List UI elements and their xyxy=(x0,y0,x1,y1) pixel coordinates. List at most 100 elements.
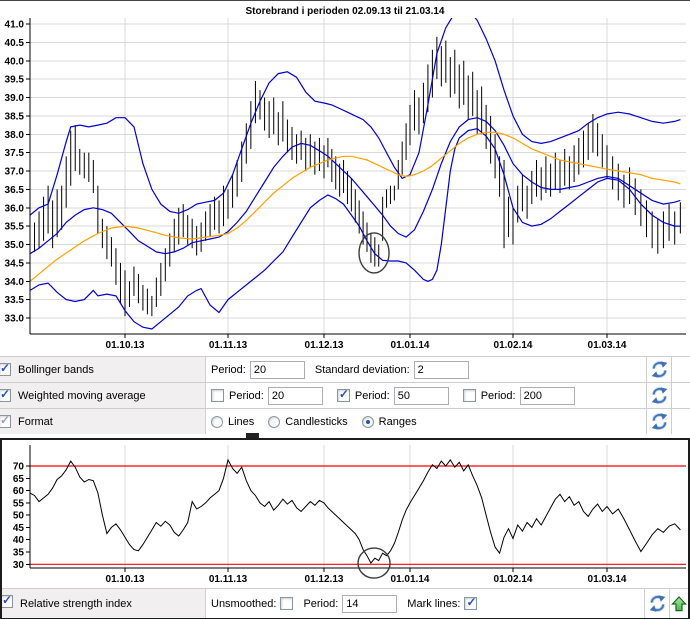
format-ranges-radio[interactable] xyxy=(361,415,374,428)
splitter-grip[interactable] xyxy=(246,433,259,438)
rsi-chart-x-tick-label: 01.10.13 xyxy=(106,574,145,585)
wma-row: Weighted moving average Period: Period: … xyxy=(0,382,690,408)
price-chart-y-tick-label: 36.0 xyxy=(5,203,25,214)
wma-period-50-checkbox[interactable] xyxy=(336,388,350,402)
price-chart-gridlines xyxy=(30,18,686,334)
format-refresh-cell xyxy=(646,409,671,434)
rsi-chart-y-tick-label: 55 xyxy=(13,498,25,509)
format-lines-radio[interactable] xyxy=(211,415,223,428)
rsi-arrow-cell xyxy=(669,589,688,618)
bollinger-controls-cell: Period: Standard deviation: xyxy=(205,357,646,382)
bollinger-period-input[interactable] xyxy=(249,360,305,379)
price-chart-x-tick-label: 01.02.14 xyxy=(494,340,533,351)
price-chart-y-tick-label: 40.0 xyxy=(5,56,25,67)
refresh-icon[interactable] xyxy=(650,387,668,405)
price-chart-x-tick-label: 01.11.13 xyxy=(209,340,248,351)
format-checkbox[interactable] xyxy=(0,414,11,428)
bollinger-period-label: Period: xyxy=(211,363,246,376)
wma-period-200-label: Period: xyxy=(480,389,516,402)
rsi-period-label: Period: xyxy=(303,597,339,610)
rsi-chart-line xyxy=(30,458,681,565)
price-range-bars xyxy=(30,36,681,317)
up-arrow-icon[interactable] xyxy=(670,595,688,613)
bollinger-label-cell: Bollinger bands xyxy=(0,357,205,382)
wma-period-20-checkbox[interactable] xyxy=(211,389,224,402)
bollinger-stddev-input[interactable] xyxy=(413,360,469,379)
price-chart-x-tick-label: 01.01.14 xyxy=(391,340,430,351)
price-chart-y-tick-label: 36.5 xyxy=(5,185,25,196)
format-label: Format xyxy=(18,415,53,428)
bollinger-stddev-label: Standard deviation: xyxy=(314,363,410,376)
price-chart-y-tick-label: 40.5 xyxy=(5,38,25,49)
rsi-period-input[interactable] xyxy=(342,594,398,613)
format-candlesticks-radio[interactable] xyxy=(268,415,281,428)
price-chart-y-tick-label: 34.5 xyxy=(5,258,25,269)
price-chart-y-tick-label: 35.5 xyxy=(5,222,25,233)
rsi-chart-y-tick-label: 35 xyxy=(13,548,25,559)
rsi-chart-y-tick-label: 45 xyxy=(13,523,25,534)
wma-period-200-input[interactable] xyxy=(519,386,575,405)
refresh-icon[interactable] xyxy=(650,361,668,379)
refresh-icon[interactable] xyxy=(650,413,668,431)
format-row: Format Lines Candlesticks Ranges xyxy=(0,408,690,434)
price-chart-y-tick-label: 33.0 xyxy=(5,314,25,325)
price-chart-y-tick-label: 37.0 xyxy=(5,167,25,178)
price-chart-x-tick-label: 01.12.13 xyxy=(305,340,344,351)
rsi-label: Relative strength index xyxy=(20,597,132,610)
wma-period-20-label: Period: xyxy=(229,389,264,402)
bollinger-middle-line xyxy=(30,117,681,255)
rsi-chart-x-tick-label: 01.11.13 xyxy=(209,574,248,585)
rsi-label-cell: Relative strength index xyxy=(2,589,205,618)
rsi-chart-y-tick-label: 65 xyxy=(13,474,25,485)
wma-label: Weighted moving average xyxy=(18,389,146,402)
rsi-chart-y-tick-label: 30 xyxy=(13,560,25,571)
wma-period-200-checkbox[interactable] xyxy=(462,389,476,402)
bollinger-row: Bollinger bands Period: Standard deviati… xyxy=(0,356,690,382)
bollinger-checkbox[interactable] xyxy=(0,362,11,376)
price-chart-y-tick-label: 37.5 xyxy=(5,148,25,159)
format-lines-label: Lines xyxy=(228,415,255,428)
format-controls-cell: Lines Candlesticks Ranges xyxy=(205,409,646,434)
rsi-mark-lines-label: Mark lines: xyxy=(407,597,461,610)
refresh-icon[interactable] xyxy=(648,595,666,613)
wma-period-50-label: Period: xyxy=(354,389,390,402)
rsi-chart-y-tick-label: 50 xyxy=(13,511,25,522)
price-chart-y-tick-label: 41.0 xyxy=(5,20,25,31)
format-lines-group: Lines xyxy=(211,415,255,428)
rsi-chart-y-tick-label: 40 xyxy=(13,535,25,546)
rsi-chart-annotation-circle xyxy=(357,547,391,579)
price-chart-y-tick-label: 33.5 xyxy=(5,295,25,306)
rsi-chart-y-tick-label: 60 xyxy=(13,486,25,497)
wma-checkbox[interactable] xyxy=(0,388,11,402)
rsi-controls-cell: Unsmoothed: Period: Mark lines: xyxy=(205,589,644,618)
price-chart-title: Storebrand i perioden 02.09.13 til 21.03… xyxy=(245,6,445,17)
bollinger-upper-line xyxy=(30,18,681,216)
rsi-chart-x-tick-label: 01.12.13 xyxy=(305,574,344,585)
format-candlesticks-group: Candlesticks xyxy=(268,415,348,428)
wma-50-line xyxy=(30,131,681,282)
wma-extra-cell xyxy=(671,383,690,408)
wma-period-50-group: Period: xyxy=(336,386,449,405)
wma-period-200-group: Period: xyxy=(462,386,575,405)
rsi-unsmoothed-checkbox[interactable] xyxy=(280,597,294,610)
price-chart-y-tick-label: 39.0 xyxy=(5,93,25,104)
bollinger-lower-line xyxy=(30,128,681,330)
bollinger-label: Bollinger bands xyxy=(18,363,94,376)
price-chart-x-tick-label: 01.10.13 xyxy=(106,340,145,351)
wma-period-50-input[interactable] xyxy=(393,386,449,405)
rsi-unsmoothed-label: Unsmoothed: xyxy=(211,597,277,610)
wma-period-20-input[interactable] xyxy=(267,386,323,405)
price-chart-y-tick-label: 38.5 xyxy=(5,111,25,122)
rsi-checkbox[interactable] xyxy=(2,594,13,608)
rsi-chart-y-tick-label: 70 xyxy=(13,462,25,473)
price-chart-y-tick-label: 39.5 xyxy=(5,75,25,86)
format-ranges-group: Ranges xyxy=(361,415,417,428)
price-chart-y-tick-label: 38.0 xyxy=(5,130,25,141)
rsi-mark-lines-checkbox[interactable] xyxy=(464,596,478,610)
price-chart-annotation-circle xyxy=(358,232,390,274)
format-candlesticks-label: Candlesticks xyxy=(285,415,348,428)
rsi-refresh-cell xyxy=(644,589,669,618)
